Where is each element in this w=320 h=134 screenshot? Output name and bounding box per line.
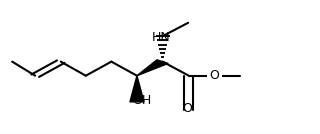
Text: HN: HN bbox=[152, 31, 170, 44]
Text: O: O bbox=[182, 102, 192, 115]
Polygon shape bbox=[137, 60, 168, 76]
Text: OH: OH bbox=[132, 94, 151, 107]
Polygon shape bbox=[130, 76, 144, 102]
Text: O: O bbox=[210, 69, 219, 82]
